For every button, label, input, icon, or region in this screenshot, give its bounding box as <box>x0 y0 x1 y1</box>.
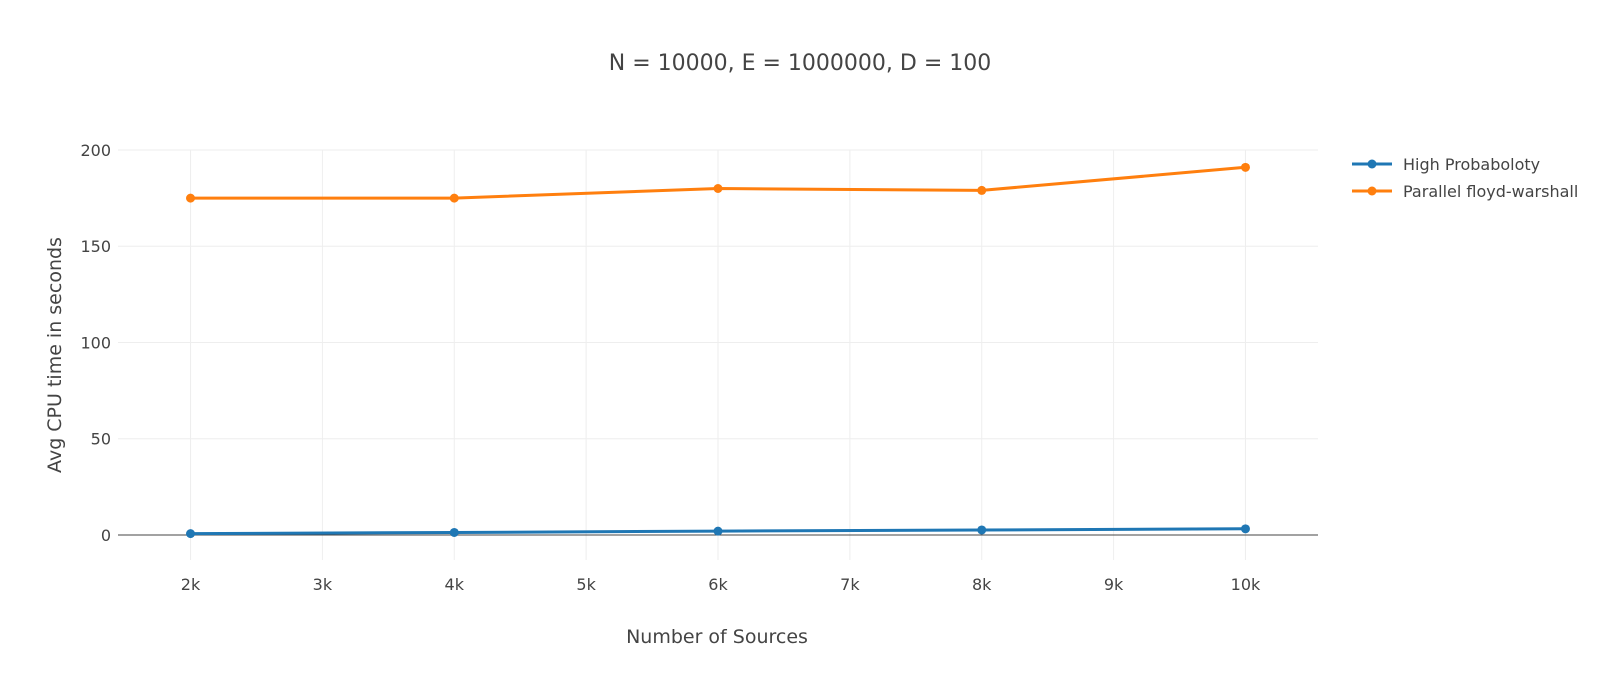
y-tick-label: 200 <box>80 141 111 160</box>
x-tick-label: 8k <box>972 575 992 594</box>
x-tick-label: 4k <box>445 575 465 594</box>
grid-layer <box>118 149 1318 560</box>
x-tick-label: 2k <box>181 575 201 594</box>
y-tick-labels: 0 50 100 150 200 <box>80 141 111 545</box>
data-point <box>1240 162 1250 172</box>
legend-item[interactable]: Parallel floyd-warshall <box>1352 182 1578 201</box>
x-tick-labels: 2k 3k 4k 5k 6k 7k 8k 9k 10k <box>181 575 1261 594</box>
legend-swatch-marker <box>1367 159 1377 169</box>
y-tick-label: 100 <box>80 333 111 352</box>
data-point <box>186 529 196 539</box>
series-2 <box>186 162 1250 203</box>
legend-item[interactable]: High Probaboloty <box>1352 155 1540 174</box>
data-point <box>449 193 459 203</box>
x-tick-label: 6k <box>708 575 728 594</box>
data-point <box>977 525 987 535</box>
data-point <box>977 185 987 195</box>
x-tick-label: 5k <box>576 575 596 594</box>
x-tick-label: 9k <box>1104 575 1124 594</box>
data-point <box>186 193 196 203</box>
y-tick-label: 150 <box>80 237 111 256</box>
y-tick-label: 0 <box>101 526 111 545</box>
data-point <box>449 527 459 537</box>
y-axis-title: Avg CPU time in seconds <box>44 237 66 473</box>
data-point <box>1240 524 1250 534</box>
x-tick-label: 10k <box>1231 575 1261 594</box>
legend[interactable]: High Probaboloty Parallel floyd-warshall <box>1352 155 1578 201</box>
x-axis-title: Number of Sources <box>626 626 808 648</box>
series-1 <box>186 524 1250 539</box>
series-layer <box>186 162 1250 539</box>
legend-label: Parallel floyd-warshall <box>1403 182 1578 201</box>
chart-title: N = 10000, E = 1000000, D = 100 <box>609 51 992 76</box>
data-point <box>713 526 723 536</box>
legend-label: High Probaboloty <box>1403 155 1540 174</box>
x-tick-label: 3k <box>313 575 333 594</box>
y-tick-label: 50 <box>91 430 111 449</box>
legend-swatch-marker <box>1367 186 1377 196</box>
x-tick-label: 7k <box>840 575 860 594</box>
data-point <box>713 183 723 193</box>
